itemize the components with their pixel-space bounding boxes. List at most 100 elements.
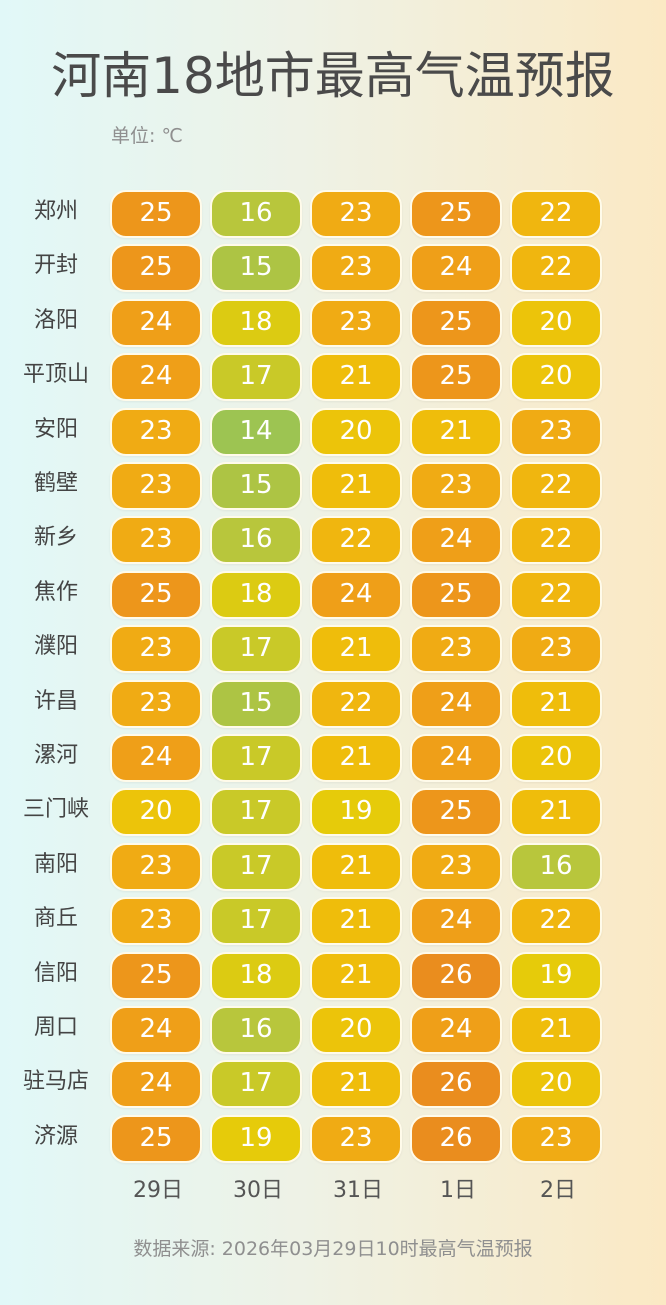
temp-cell: 24 bbox=[110, 734, 202, 782]
temp-cell: 23 bbox=[510, 1114, 602, 1163]
temp-cell: 15 bbox=[210, 244, 302, 293]
temp-cell: 23 bbox=[510, 625, 602, 674]
temp-cell: 23 bbox=[510, 407, 602, 456]
row-label-漯河: 漯河 bbox=[33, 743, 78, 768]
temp-cell: 25 bbox=[410, 353, 502, 402]
temp-cell: 21 bbox=[310, 353, 402, 402]
temp-cell: 16 bbox=[210, 190, 302, 238]
unit-label: 单位: ℃ bbox=[111, 125, 183, 147]
row-label-新乡: 新乡 bbox=[33, 525, 78, 551]
temp-cell: 16 bbox=[210, 1006, 302, 1054]
temp-cell: 17 bbox=[210, 1060, 302, 1109]
temp-cell: 24 bbox=[410, 1006, 502, 1054]
column-label: 31日 bbox=[333, 1178, 383, 1203]
temp-cell: 24 bbox=[110, 1060, 202, 1109]
temp-cell: 23 bbox=[310, 244, 402, 293]
column-label: 2日 bbox=[540, 1178, 576, 1203]
temp-cell: 23 bbox=[310, 1114, 402, 1163]
temp-cell: 23 bbox=[110, 625, 202, 674]
temp-cell: 23 bbox=[110, 516, 202, 565]
temp-cell: 24 bbox=[110, 1006, 202, 1054]
temp-cell: 17 bbox=[210, 842, 302, 891]
temp-cell: 25 bbox=[410, 788, 502, 837]
row-label-鹤壁: 鹤壁 bbox=[33, 471, 78, 496]
temp-cell: 23 bbox=[410, 842, 502, 891]
temp-cell: 25 bbox=[410, 570, 502, 619]
temp-cell: 25 bbox=[410, 298, 502, 347]
temp-cell: 17 bbox=[210, 353, 302, 402]
temp-cell: 20 bbox=[110, 788, 202, 837]
column-label: 1日 bbox=[440, 1178, 476, 1203]
row-label-许昌: 许昌 bbox=[33, 688, 78, 714]
temp-cell: 22 bbox=[510, 570, 602, 619]
row-label-商丘: 商丘 bbox=[33, 906, 78, 932]
temp-cell: 22 bbox=[510, 244, 602, 293]
temp-cell: 20 bbox=[510, 298, 602, 347]
row-label-郑州: 郑州 bbox=[33, 199, 78, 224]
temp-cell: 21 bbox=[310, 625, 402, 674]
temp-cell: 23 bbox=[410, 625, 502, 674]
data-source-note: 数据来源: 2026年03月29日10时最高气温预报 bbox=[133, 1238, 533, 1260]
temp-cell: 26 bbox=[410, 1060, 502, 1109]
column-label: 29日 bbox=[133, 1178, 183, 1203]
temp-cell: 21 bbox=[310, 462, 402, 510]
temp-cell: 17 bbox=[210, 734, 302, 782]
temp-cell: 25 bbox=[110, 1114, 202, 1163]
temp-cell: 20 bbox=[510, 734, 602, 782]
temp-cell: 15 bbox=[210, 462, 302, 510]
temp-cell: 25 bbox=[110, 951, 202, 1000]
temp-cell: 23 bbox=[110, 842, 202, 891]
temp-cell: 22 bbox=[310, 516, 402, 565]
chart-title: 河南18地市最高气温预报 bbox=[51, 47, 615, 105]
temp-cell: 25 bbox=[410, 190, 502, 238]
temp-cell: 21 bbox=[310, 842, 402, 891]
temp-cell: 21 bbox=[310, 897, 402, 946]
row-label-洛阳: 洛阳 bbox=[33, 307, 78, 333]
row-label-焦作: 焦作 bbox=[33, 579, 78, 605]
temp-cell: 21 bbox=[510, 788, 602, 837]
temp-cell: 18 bbox=[210, 951, 302, 1000]
temp-cell: 22 bbox=[510, 462, 602, 510]
temp-cell: 25 bbox=[110, 190, 202, 238]
temp-cell: 23 bbox=[310, 190, 402, 238]
temp-cell: 24 bbox=[410, 679, 502, 728]
temp-cell: 24 bbox=[110, 353, 202, 402]
row-label-平顶山: 平顶山 bbox=[22, 362, 89, 388]
temp-cell: 21 bbox=[310, 734, 402, 782]
row-label-南阳: 南阳 bbox=[33, 851, 78, 877]
temp-cell: 23 bbox=[410, 462, 502, 510]
temp-cell: 23 bbox=[110, 462, 202, 510]
temp-cell: 20 bbox=[510, 353, 602, 402]
temp-cell: 21 bbox=[510, 1006, 602, 1054]
temp-cell: 21 bbox=[410, 407, 502, 456]
row-label-濮阳: 濮阳 bbox=[33, 634, 78, 660]
temp-cell: 23 bbox=[310, 298, 402, 347]
temp-cell: 23 bbox=[110, 679, 202, 728]
temp-cell: 16 bbox=[510, 842, 602, 891]
row-label-三门峡: 三门峡 bbox=[22, 797, 89, 823]
temp-cell: 23 bbox=[110, 407, 202, 456]
temp-cell: 17 bbox=[210, 897, 302, 946]
temp-cell: 25 bbox=[110, 570, 202, 619]
temp-cell: 22 bbox=[510, 190, 602, 238]
temp-cell: 21 bbox=[310, 951, 402, 1000]
row-label-开封: 开封 bbox=[33, 253, 78, 279]
temp-cell: 16 bbox=[210, 516, 302, 565]
temp-cell: 14 bbox=[210, 407, 302, 456]
temp-cell: 25 bbox=[110, 244, 202, 293]
temp-cell: 22 bbox=[510, 897, 602, 946]
temp-cell: 15 bbox=[210, 679, 302, 728]
temp-cell: 22 bbox=[310, 679, 402, 728]
temp-cell: 23 bbox=[110, 897, 202, 946]
row-label-信阳: 信阳 bbox=[33, 960, 78, 986]
temp-cell: 24 bbox=[410, 244, 502, 293]
temp-cell: 20 bbox=[310, 407, 402, 456]
temp-cell: 18 bbox=[210, 298, 302, 347]
temp-cell: 22 bbox=[510, 516, 602, 565]
temp-cell: 26 bbox=[410, 1114, 502, 1163]
temp-cell: 24 bbox=[410, 734, 502, 782]
temp-cell: 24 bbox=[410, 897, 502, 946]
temp-cell: 19 bbox=[310, 788, 402, 837]
temp-cell: 24 bbox=[110, 298, 202, 347]
temp-cell: 19 bbox=[210, 1114, 302, 1163]
